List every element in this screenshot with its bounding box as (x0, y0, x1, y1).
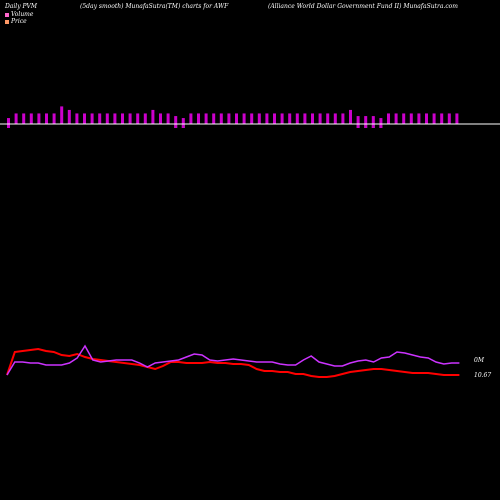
volume-bar (75, 113, 79, 124)
volume-bar (22, 113, 26, 124)
volume-bar (143, 113, 147, 124)
volume-bar (204, 113, 208, 124)
volume-bar (60, 106, 64, 124)
volume-bar (356, 116, 360, 128)
chart-header-title: (5day smooth) MunafaSutra(TM) charts for… (80, 3, 229, 10)
volume-bar (227, 113, 231, 124)
volume-bar (257, 113, 261, 124)
volume-bar (121, 113, 124, 124)
volume-bar (90, 113, 94, 124)
price-right-label: 10.67 (474, 372, 491, 379)
volume-bar (174, 116, 178, 128)
volume-bar (98, 113, 102, 124)
volume-bar (159, 113, 162, 124)
volume-line (6, 344, 460, 376)
legend-volume-swatch (5, 12, 9, 17)
volume-bar (67, 109, 71, 124)
volume-bar (333, 113, 337, 124)
volume-bar (128, 113, 132, 124)
volume-bar (303, 113, 307, 124)
volume-bar (136, 113, 140, 124)
volume-bar (394, 113, 398, 124)
volume-bar (402, 113, 406, 124)
volume-bar (417, 113, 421, 124)
legend-price-swatch (5, 19, 9, 24)
volume-bar (242, 113, 246, 124)
volume-right-label: 0M (474, 357, 485, 364)
volume-bar (105, 113, 109, 124)
volume-bar (235, 113, 238, 124)
volume-bar (318, 113, 322, 124)
price-line (6, 347, 460, 378)
volume-bar (14, 113, 18, 124)
volume-bar (45, 113, 48, 124)
volume-bar (379, 118, 383, 128)
volume-bar (326, 113, 330, 124)
volume-bar (349, 109, 352, 124)
legend-price-label: Price (11, 18, 27, 25)
legend-volume-label: Volume (11, 11, 34, 18)
volume-bar (197, 113, 200, 124)
volume-bar (37, 113, 41, 124)
volume-bar (29, 113, 33, 124)
volume-bar (250, 113, 254, 124)
volume-bar (113, 113, 117, 124)
volume-bar (288, 113, 292, 124)
volume-bar (166, 113, 170, 124)
legend-price: Price (5, 18, 27, 25)
chart-header-right: (Alliance World Dollar Government Fund I… (268, 3, 458, 10)
volume-bars (7, 106, 459, 128)
volume-bar (425, 113, 428, 124)
volume-bar (181, 118, 185, 128)
volume-bar (364, 116, 368, 128)
legend-volume: Volume (5, 11, 33, 18)
volume-bar (151, 109, 155, 124)
volume-bar (265, 113, 269, 124)
volume-bar (189, 113, 193, 124)
volume-bar (219, 113, 223, 124)
volume-bar (52, 113, 56, 124)
volume-bar (432, 113, 436, 124)
volume-bar (447, 113, 451, 124)
volume-bar (371, 116, 375, 128)
volume-bar (387, 113, 390, 124)
volume-bar (212, 113, 216, 124)
volume-bar (311, 113, 314, 124)
volume-bar (341, 113, 345, 124)
volume-bar (83, 113, 86, 124)
chart-header-left: Daily PVM (5, 3, 38, 10)
volume-bar (280, 113, 284, 124)
volume-bar (7, 118, 10, 128)
volume-bar (409, 113, 413, 124)
volume-bar (273, 113, 276, 124)
volume-bar (440, 113, 444, 124)
volume-bar (295, 113, 299, 124)
volume-bar (455, 113, 459, 124)
